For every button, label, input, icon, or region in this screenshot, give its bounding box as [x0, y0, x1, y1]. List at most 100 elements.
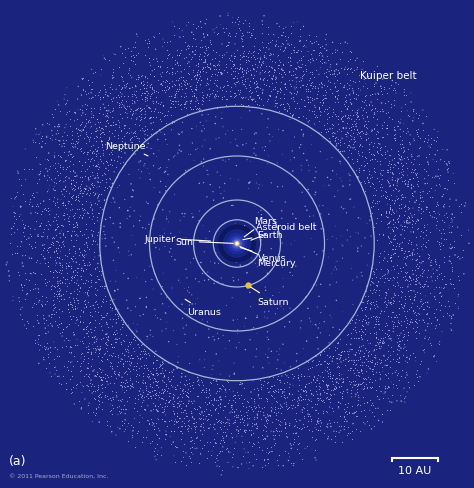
Point	[243, 244, 250, 251]
Point	[301, 203, 309, 211]
Point	[108, 184, 115, 192]
Point	[292, 84, 300, 92]
Point	[244, 233, 252, 241]
Point	[102, 298, 110, 305]
Point	[373, 148, 381, 156]
Point	[395, 202, 402, 209]
Point	[226, 231, 233, 239]
Point	[32, 131, 40, 139]
Point	[210, 63, 218, 71]
Point	[50, 364, 58, 371]
Point	[215, 416, 223, 424]
Point	[238, 250, 246, 258]
Point	[375, 325, 383, 333]
Point	[440, 202, 447, 210]
Point	[306, 412, 313, 420]
Point	[290, 97, 297, 104]
Point	[292, 415, 299, 423]
Point	[299, 113, 307, 121]
Point	[89, 162, 96, 170]
Point	[433, 323, 440, 330]
Point	[229, 15, 237, 22]
Point	[88, 169, 96, 177]
Point	[406, 219, 414, 227]
Point	[80, 135, 88, 142]
Point	[228, 251, 236, 259]
Point	[246, 234, 254, 242]
Point	[84, 77, 92, 85]
Point	[405, 213, 412, 221]
Point	[445, 202, 453, 210]
Point	[93, 386, 101, 394]
Point	[223, 250, 231, 258]
Point	[304, 94, 311, 102]
Point	[228, 230, 235, 238]
Point	[368, 106, 376, 114]
Point	[125, 248, 133, 256]
Point	[77, 354, 85, 362]
Point	[246, 235, 253, 243]
Point	[360, 167, 368, 175]
Point	[18, 284, 26, 292]
Point	[146, 104, 153, 112]
Circle shape	[18, 25, 456, 463]
Point	[277, 409, 285, 417]
Point	[94, 346, 101, 353]
Point	[141, 347, 149, 355]
Point	[71, 108, 79, 116]
Point	[126, 130, 133, 138]
Point	[441, 212, 448, 220]
Point	[240, 229, 247, 237]
Point	[236, 250, 243, 258]
Point	[228, 250, 236, 258]
Point	[30, 300, 38, 308]
Point	[57, 280, 64, 287]
Point	[289, 168, 297, 176]
Point	[238, 36, 246, 44]
Point	[172, 384, 179, 391]
Point	[223, 244, 231, 252]
Point	[411, 199, 419, 207]
Point	[409, 300, 416, 307]
Point	[233, 252, 240, 260]
Point	[231, 230, 239, 238]
Point	[226, 252, 233, 260]
Point	[175, 131, 183, 139]
Point	[424, 299, 431, 306]
Point	[229, 252, 237, 260]
Point	[153, 430, 160, 438]
Point	[180, 55, 188, 63]
Point	[129, 335, 137, 343]
Point	[89, 182, 96, 190]
Point	[209, 87, 217, 95]
Point	[162, 427, 170, 435]
Point	[419, 346, 427, 354]
Point	[246, 248, 253, 256]
Point	[222, 239, 230, 247]
Point	[375, 178, 383, 185]
Point	[384, 297, 392, 305]
Point	[383, 362, 391, 369]
Point	[168, 65, 175, 73]
Point	[226, 230, 234, 238]
Point	[223, 244, 231, 252]
Point	[74, 233, 82, 241]
Point	[241, 252, 248, 260]
Point	[223, 236, 231, 244]
Point	[103, 117, 110, 125]
Point	[273, 90, 281, 98]
Point	[397, 392, 404, 400]
Point	[243, 243, 251, 251]
Point	[400, 212, 408, 220]
Point	[242, 246, 250, 254]
Point	[329, 380, 337, 387]
Point	[355, 114, 362, 122]
Point	[84, 149, 91, 157]
Point	[240, 231, 247, 239]
Point	[283, 379, 291, 386]
Point	[222, 249, 229, 257]
Point	[224, 249, 231, 257]
Point	[241, 249, 249, 257]
Point	[220, 237, 228, 245]
Point	[239, 453, 247, 461]
